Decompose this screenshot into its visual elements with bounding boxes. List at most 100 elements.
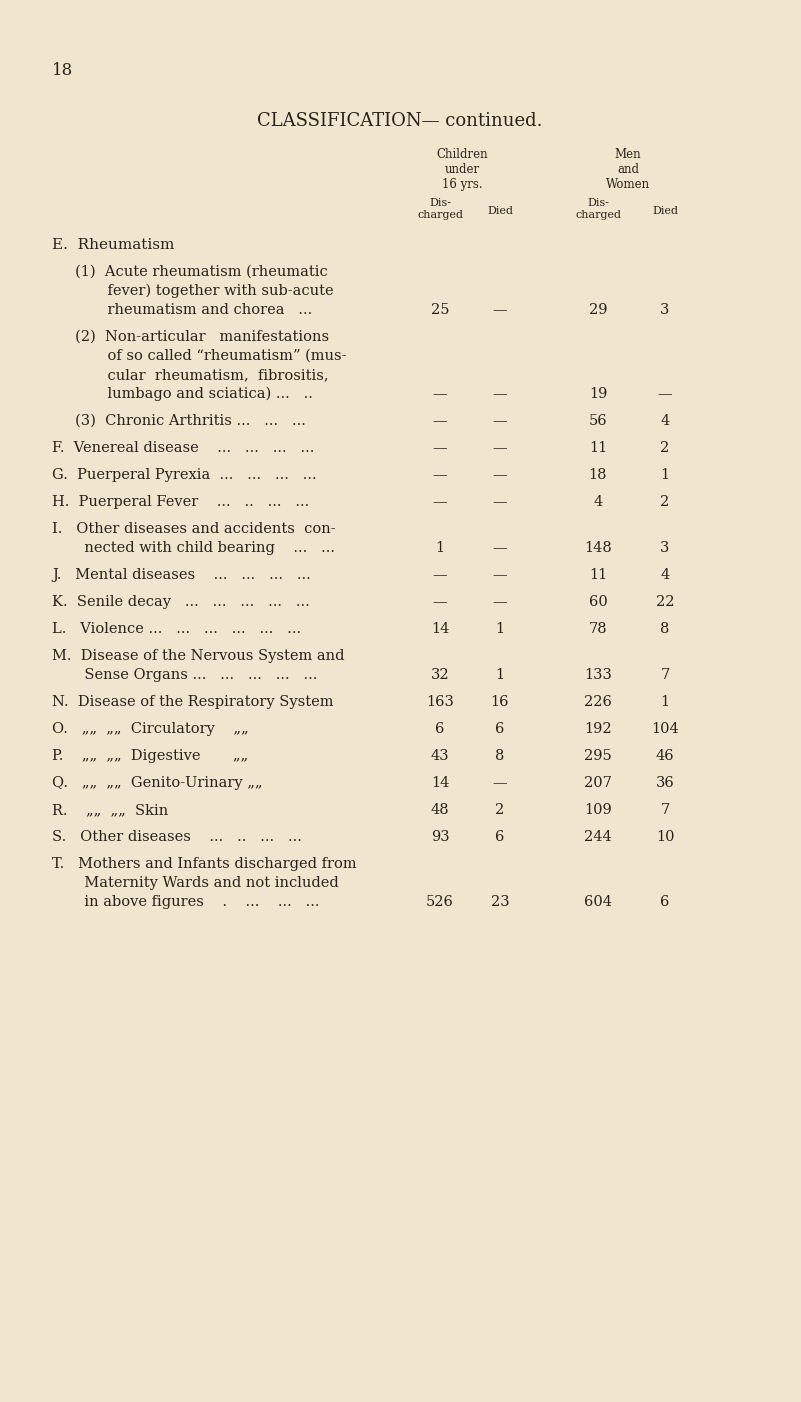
Text: 1: 1 bbox=[661, 468, 670, 482]
Text: 32: 32 bbox=[431, 667, 449, 681]
Text: 1: 1 bbox=[661, 695, 670, 709]
Text: 22: 22 bbox=[656, 594, 674, 608]
Text: (2)  Non-articular   manifestations: (2) Non-articular manifestations bbox=[52, 329, 329, 343]
Text: 104: 104 bbox=[651, 722, 679, 736]
Text: —: — bbox=[493, 775, 507, 789]
Text: (3)  Chronic Arthritis ...   ...   ...: (3) Chronic Arthritis ... ... ... bbox=[52, 414, 306, 428]
Text: Dis-
charged: Dis- charged bbox=[575, 198, 621, 220]
Text: lumbago and sciatica) ...   ..: lumbago and sciatica) ... .. bbox=[52, 387, 313, 401]
Text: Children
under
16 yrs.: Children under 16 yrs. bbox=[437, 149, 488, 191]
Text: in above figures    .    ...    ...   ...: in above figures . ... ... ... bbox=[52, 894, 320, 908]
Text: 192: 192 bbox=[584, 722, 612, 736]
Text: N.  Disease of the Respiratory System: N. Disease of the Respiratory System bbox=[52, 695, 333, 709]
Text: 78: 78 bbox=[589, 622, 607, 637]
Text: 4: 4 bbox=[660, 414, 670, 428]
Text: T.   Mothers and Infants discharged from: T. Mothers and Infants discharged from bbox=[52, 857, 356, 871]
Text: CLASSIFICATION— continued.: CLASSIFICATION— continued. bbox=[257, 112, 543, 130]
Text: 1: 1 bbox=[496, 622, 505, 637]
Text: 526: 526 bbox=[426, 894, 454, 908]
Text: of so called “rheumatism” (mus-: of so called “rheumatism” (mus- bbox=[52, 349, 347, 363]
Text: 43: 43 bbox=[431, 749, 449, 763]
Text: Maternity Wards and not included: Maternity Wards and not included bbox=[52, 876, 339, 890]
Text: 18: 18 bbox=[589, 468, 607, 482]
Text: —: — bbox=[493, 442, 507, 456]
Text: 3: 3 bbox=[660, 303, 670, 317]
Text: —: — bbox=[493, 541, 507, 555]
Text: —: — bbox=[433, 387, 447, 401]
Text: cular  rheumatism,  fibrositis,: cular rheumatism, fibrositis, bbox=[52, 367, 328, 381]
Text: 3: 3 bbox=[660, 541, 670, 555]
Text: 7: 7 bbox=[660, 803, 670, 817]
Text: Q.   „„  „„  Genito-Urinary „„: Q. „„ „„ Genito-Urinary „„ bbox=[52, 775, 263, 789]
Text: 604: 604 bbox=[584, 894, 612, 908]
Text: —: — bbox=[658, 387, 672, 401]
Text: 8: 8 bbox=[660, 622, 670, 637]
Text: 1: 1 bbox=[436, 541, 445, 555]
Text: 226: 226 bbox=[584, 695, 612, 709]
Text: 109: 109 bbox=[584, 803, 612, 817]
Text: 133: 133 bbox=[584, 667, 612, 681]
Text: 6: 6 bbox=[495, 830, 505, 844]
Text: 4: 4 bbox=[594, 495, 602, 509]
Text: 46: 46 bbox=[656, 749, 674, 763]
Text: —: — bbox=[493, 468, 507, 482]
Text: (1)  Acute rheumatism (rheumatic: (1) Acute rheumatism (rheumatic bbox=[52, 265, 328, 279]
Text: 6: 6 bbox=[495, 722, 505, 736]
Text: 6: 6 bbox=[660, 894, 670, 908]
Text: 16: 16 bbox=[491, 695, 509, 709]
Text: —: — bbox=[433, 442, 447, 456]
Text: fever) together with sub-acute: fever) together with sub-acute bbox=[52, 285, 334, 299]
Text: 1: 1 bbox=[496, 667, 505, 681]
Text: R.    „„  „„  Skin: R. „„ „„ Skin bbox=[52, 803, 168, 817]
Text: 93: 93 bbox=[431, 830, 449, 844]
Text: 7: 7 bbox=[660, 667, 670, 681]
Text: Died: Died bbox=[487, 206, 513, 216]
Text: 29: 29 bbox=[589, 303, 607, 317]
Text: 14: 14 bbox=[431, 622, 449, 637]
Text: —: — bbox=[493, 568, 507, 582]
Text: —: — bbox=[493, 594, 507, 608]
Text: —: — bbox=[433, 414, 447, 428]
Text: 19: 19 bbox=[589, 387, 607, 401]
Text: 60: 60 bbox=[589, 594, 607, 608]
Text: 25: 25 bbox=[431, 303, 449, 317]
Text: 4: 4 bbox=[660, 568, 670, 582]
Text: O.   „„  „„  Circulatory    „„: O. „„ „„ Circulatory „„ bbox=[52, 722, 248, 736]
Text: 2: 2 bbox=[660, 495, 670, 509]
Text: 56: 56 bbox=[589, 414, 607, 428]
Text: 10: 10 bbox=[656, 830, 674, 844]
Text: 36: 36 bbox=[656, 775, 674, 789]
Text: S.   Other diseases    ...   ..   ...   ...: S. Other diseases ... .. ... ... bbox=[52, 830, 302, 844]
Text: —: — bbox=[433, 568, 447, 582]
Text: 23: 23 bbox=[491, 894, 509, 908]
Text: —: — bbox=[433, 594, 447, 608]
Text: rheumatism and chorea   ...: rheumatism and chorea ... bbox=[52, 303, 317, 317]
Text: —: — bbox=[433, 468, 447, 482]
Text: 11: 11 bbox=[589, 568, 607, 582]
Text: —: — bbox=[493, 387, 507, 401]
Text: 48: 48 bbox=[431, 803, 449, 817]
Text: P.    „„  „„  Digestive       „„: P. „„ „„ Digestive „„ bbox=[52, 749, 248, 763]
Text: 163: 163 bbox=[426, 695, 454, 709]
Text: Died: Died bbox=[652, 206, 678, 216]
Text: H.  Puerperal Fever    ...   ..   ...   ...: H. Puerperal Fever ... .. ... ... bbox=[52, 495, 309, 509]
Text: Sense Organs ...   ...   ...   ...   ...: Sense Organs ... ... ... ... ... bbox=[52, 667, 317, 681]
Text: 244: 244 bbox=[584, 830, 612, 844]
Text: 148: 148 bbox=[584, 541, 612, 555]
Text: 295: 295 bbox=[584, 749, 612, 763]
Text: F.  Venereal disease    ...   ...   ...   ...: F. Venereal disease ... ... ... ... bbox=[52, 442, 314, 456]
Text: E.  Rheumatism: E. Rheumatism bbox=[52, 238, 175, 252]
Text: nected with child bearing    ...   ...: nected with child bearing ... ... bbox=[52, 541, 335, 555]
Text: M.  Disease of the Nervous System and: M. Disease of the Nervous System and bbox=[52, 649, 344, 663]
Text: —: — bbox=[433, 495, 447, 509]
Text: K.  Senile decay   ...   ...   ...   ...   ...: K. Senile decay ... ... ... ... ... bbox=[52, 594, 310, 608]
Text: —: — bbox=[493, 414, 507, 428]
Text: J.   Mental diseases    ...   ...   ...   ...: J. Mental diseases ... ... ... ... bbox=[52, 568, 311, 582]
Text: —: — bbox=[493, 495, 507, 509]
Text: Men
and
Women: Men and Women bbox=[606, 149, 650, 191]
Text: 207: 207 bbox=[584, 775, 612, 789]
Text: 2: 2 bbox=[495, 803, 505, 817]
Text: 6: 6 bbox=[435, 722, 445, 736]
Text: I.   Other diseases and accidents  con-: I. Other diseases and accidents con- bbox=[52, 522, 336, 536]
Text: L.   Violence ...   ...   ...   ...   ...   ...: L. Violence ... ... ... ... ... ... bbox=[52, 622, 301, 637]
